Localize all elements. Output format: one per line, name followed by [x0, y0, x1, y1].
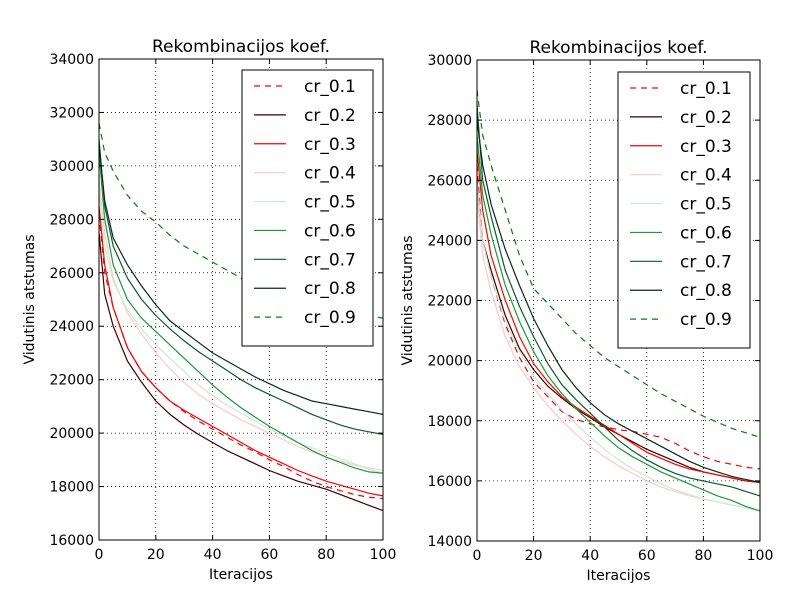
series-group	[98, 122, 384, 512]
legend-box	[241, 69, 374, 347]
legend-label: cr_0.5	[680, 195, 732, 215]
series-line-cr-0-9	[98, 122, 384, 319]
x-tick-label: 80	[694, 548, 712, 564]
legend: cr_0.1 cr_0.2 cr_0.3 cr_0.4 cr_0.5 cr_0.6 cr_0…	[617, 71, 751, 349]
x-tick-label: 80	[317, 547, 335, 563]
y-tick-label: 20000	[49, 426, 94, 442]
chart-title: Rekombinacijos koef.	[529, 38, 707, 58]
series-line-cr-0-5	[98, 192, 384, 474]
legend-box	[617, 71, 751, 349]
series-line-cr-0-8	[98, 144, 384, 415]
legend-label: cr_0.6	[680, 223, 732, 243]
legend-label: cr_0.7	[680, 252, 732, 272]
ticks: 0 20 40 60 80 100 16000 18000 20000 22000 24000 260…	[49, 52, 396, 563]
y-tick-label: 16000	[427, 474, 472, 490]
legend-label: cr_0.3	[304, 135, 356, 155]
y-tick-label: 30000	[49, 159, 94, 175]
legend-label: cr_0.8	[680, 281, 732, 301]
y-tick-label: 18000	[49, 480, 94, 496]
right-chart-panel: 0 20 40 60 80 100 14000 16000 18000 20000 22000 240…	[400, 38, 773, 584]
x-axis-label: Iteracijos	[209, 567, 273, 583]
y-tick-label: 26000	[49, 266, 94, 282]
ticks: 0 20 40 60 80 100 14000 16000 18000 20000 22000 240…	[427, 53, 773, 564]
x-tick-label: 100	[747, 548, 774, 564]
x-tick-label: 20	[147, 547, 165, 563]
legend-label: cr_0.1	[304, 77, 356, 97]
plot-frame	[98, 58, 384, 541]
x-tick-label: 20	[525, 548, 543, 564]
y-axis-label: Vidutinis atstumas	[22, 234, 38, 364]
legend: cr_0.1 cr_0.2 cr_0.3 cr_0.4 cr_0.5 cr_0.6 cr_0…	[241, 69, 374, 347]
chart-title: Rekombinacijos koef.	[152, 37, 330, 57]
legend-label: cr_0.4	[304, 164, 356, 184]
y-tick-label: 24000	[49, 319, 94, 335]
legend-label: cr_0.5	[304, 193, 356, 213]
series-line-cr-0-4	[98, 179, 384, 472]
y-tick-label: 28000	[49, 212, 94, 228]
series-line-cr-0-7	[98, 139, 384, 435]
legend-label: cr_0.2	[304, 106, 356, 126]
y-tick-label: 14000	[427, 534, 472, 550]
legend-label: cr_0.3	[680, 137, 732, 157]
series-line-cr-0-5	[476, 180, 761, 512]
x-tick-label: 100	[370, 547, 397, 563]
series-group	[476, 90, 761, 512]
series-line-cr-0-1	[476, 165, 761, 470]
x-axis-label: Iteracijos	[587, 568, 651, 584]
legend-label: cr_0.9	[680, 310, 732, 330]
y-tick-label: 18000	[427, 414, 472, 430]
x-tick-label: 40	[581, 548, 599, 564]
y-tick-label: 26000	[427, 173, 472, 189]
y-tick-label: 28000	[427, 113, 472, 129]
x-tick-label: 0	[473, 548, 482, 564]
x-tick-label: 60	[638, 548, 656, 564]
left-chart-panel: 0 20 40 60 80 100 16000 18000 20000 22000 24000 260…	[22, 37, 396, 583]
series-line-cr-0-6	[98, 152, 384, 474]
y-tick-label: 34000	[49, 52, 94, 68]
y-axis-label: Vidutinis atstumas	[400, 235, 416, 365]
legend-label: cr_0.9	[304, 308, 356, 328]
legend-label: cr_0.7	[304, 250, 356, 270]
legend-label: cr_0.8	[304, 279, 356, 299]
y-tick-label: 22000	[49, 373, 94, 389]
y-tick-label: 32000	[49, 105, 94, 121]
series-line-cr-0-8	[476, 120, 761, 483]
series-line-cr-0-3	[476, 150, 761, 483]
x-tick-label: 0	[95, 547, 104, 563]
y-tick-label: 30000	[427, 53, 472, 69]
series-line-cr-0-9	[476, 90, 761, 438]
legend-label: cr_0.1	[680, 79, 732, 99]
series-line-cr-0-2	[98, 232, 384, 512]
series-line-cr-0-6	[476, 135, 761, 512]
legend-label: cr_0.4	[680, 166, 732, 186]
series-line-cr-0-7	[476, 105, 761, 497]
x-tick-label: 60	[260, 547, 278, 563]
y-tick-label: 24000	[427, 233, 472, 249]
y-tick-label: 16000	[49, 533, 94, 549]
series-line-cr-0-3	[98, 205, 384, 497]
legend-label: cr_0.2	[680, 108, 732, 128]
legend-label: cr_0.6	[304, 221, 356, 241]
x-tick-label: 40	[204, 547, 222, 563]
y-tick-label: 22000	[427, 294, 472, 310]
y-tick-label: 20000	[427, 354, 472, 370]
